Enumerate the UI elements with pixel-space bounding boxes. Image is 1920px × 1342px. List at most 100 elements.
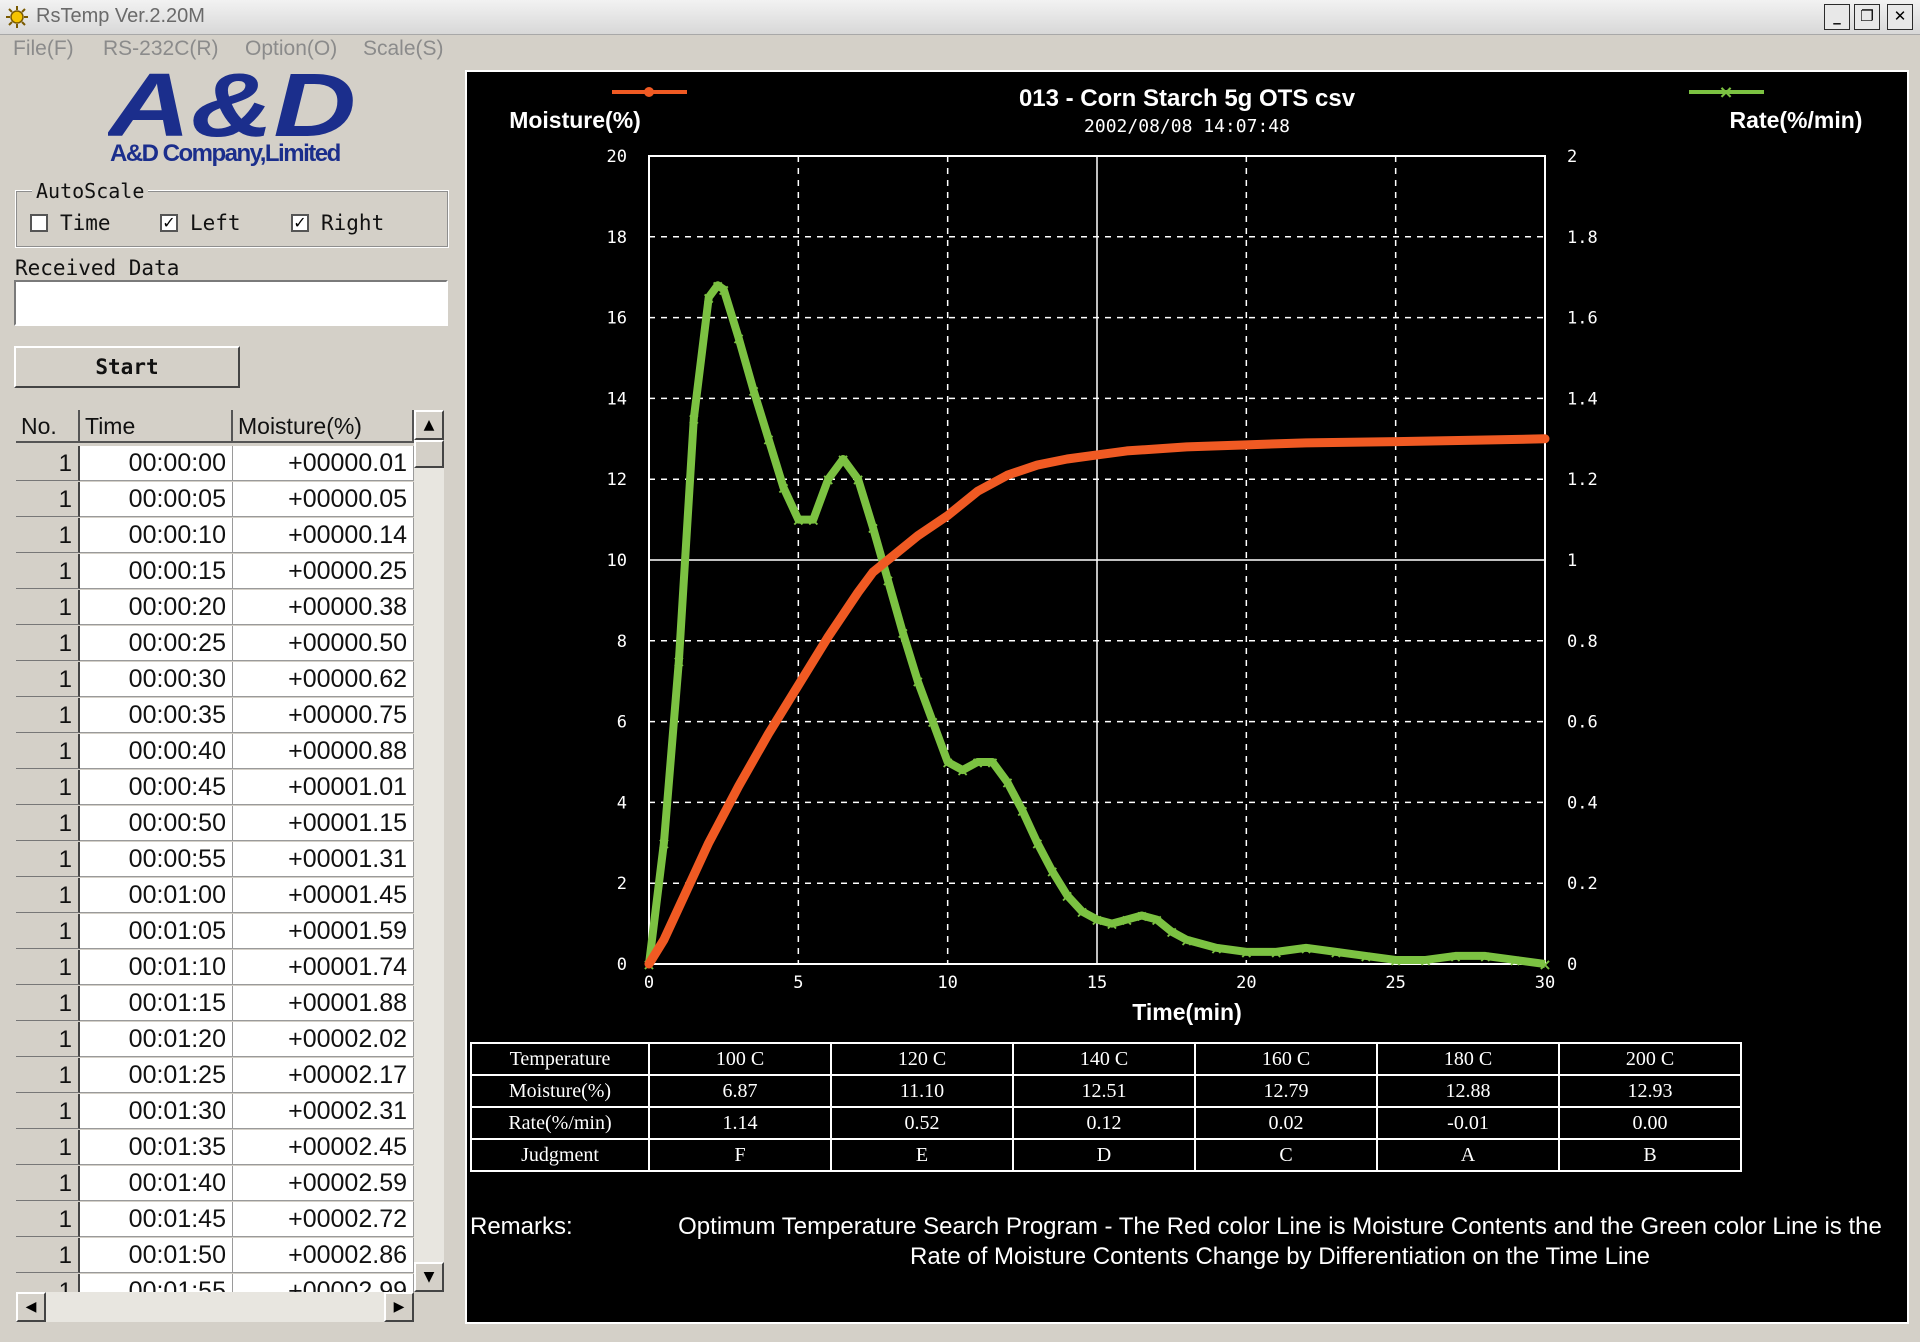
row-number-cell[interactable]: 1 xyxy=(16,554,80,589)
start-button[interactable]: Start xyxy=(14,346,240,388)
row-number-cell[interactable]: 1 xyxy=(16,734,80,769)
time-cell[interactable]: 00:00:45 xyxy=(80,770,233,805)
table-row[interactable]: 1 00:01:10 +00001.74 xyxy=(16,950,414,986)
time-cell[interactable]: 00:01:15 xyxy=(80,986,233,1021)
moisture-cell[interactable]: +00001.15 xyxy=(233,806,414,841)
moisture-cell[interactable]: +00000.05 xyxy=(233,482,414,517)
scroll-down-arrow-icon[interactable]: ▼ xyxy=(414,1262,444,1292)
table-row[interactable]: 1 00:00:45 +00001.01 xyxy=(16,770,414,806)
row-number-cell[interactable]: 1 xyxy=(16,1202,80,1237)
table-row[interactable]: 1 00:01:05 +00001.59 xyxy=(16,914,414,950)
horizontal-scrollbar[interactable]: ◀ ▶ xyxy=(16,1292,414,1322)
time-cell[interactable]: 00:00:30 xyxy=(80,662,233,697)
time-cell[interactable]: 00:01:10 xyxy=(80,950,233,985)
time-cell[interactable]: 00:01:00 xyxy=(80,878,233,913)
moisture-cell[interactable]: +00000.50 xyxy=(233,626,414,661)
column-header-moisture[interactable]: Moisture(%) xyxy=(233,410,414,443)
moisture-cell[interactable]: +00000.75 xyxy=(233,698,414,733)
moisture-cell[interactable]: +00002.02 xyxy=(233,1022,414,1057)
row-number-cell[interactable]: 1 xyxy=(16,482,80,517)
row-number-cell[interactable]: 1 xyxy=(16,1094,80,1129)
row-number-cell[interactable]: 1 xyxy=(16,698,80,733)
time-cell[interactable]: 00:00:35 xyxy=(80,698,233,733)
column-header-no[interactable]: No. xyxy=(16,410,80,443)
table-row[interactable]: 1 00:01:00 +00001.45 xyxy=(16,878,414,914)
row-number-cell[interactable]: 1 xyxy=(16,1058,80,1093)
table-row[interactable]: 1 00:01:40 +00002.59 xyxy=(16,1166,414,1202)
restore-button[interactable]: ❐ xyxy=(1854,4,1880,30)
close-button[interactable]: ✕ xyxy=(1887,4,1913,30)
table-row[interactable]: 1 00:01:20 +00002.02 xyxy=(16,1022,414,1058)
scroll-left-arrow-icon[interactable]: ◀ xyxy=(16,1292,46,1322)
moisture-cell[interactable]: +00000.88 xyxy=(233,734,414,769)
time-cell[interactable]: 00:01:40 xyxy=(80,1166,233,1201)
row-number-cell[interactable]: 1 xyxy=(16,518,80,553)
moisture-cell[interactable]: +00001.88 xyxy=(233,986,414,1021)
vertical-scrollbar[interactable]: ▲ ▼ xyxy=(414,410,444,1292)
autoscale-right-checkbox[interactable]: ✓ Right xyxy=(291,211,384,235)
received-data-field[interactable] xyxy=(14,280,448,326)
time-cell[interactable]: 00:00:15 xyxy=(80,554,233,589)
table-row[interactable]: 1 00:00:25 +00000.50 xyxy=(16,626,414,662)
moisture-cell[interactable]: +00002.17 xyxy=(233,1058,414,1093)
time-cell[interactable]: 00:01:35 xyxy=(80,1130,233,1165)
column-header-time[interactable]: Time xyxy=(80,410,233,443)
time-cell[interactable]: 00:01:45 xyxy=(80,1202,233,1237)
row-number-cell[interactable]: 1 xyxy=(16,590,80,625)
checkmark-icon[interactable]: ✓ xyxy=(291,214,309,232)
moisture-cell[interactable]: +00000.62 xyxy=(233,662,414,697)
table-row[interactable]: 1 00:00:10 +00000.14 xyxy=(16,518,414,554)
row-number-cell[interactable]: 1 xyxy=(16,806,80,841)
row-number-cell[interactable]: 1 xyxy=(16,878,80,913)
row-number-cell[interactable]: 1 xyxy=(16,950,80,985)
moisture-cell[interactable]: +00001.74 xyxy=(233,950,414,985)
checkbox-unchecked-icon[interactable] xyxy=(30,214,48,232)
row-number-cell[interactable]: 1 xyxy=(16,842,80,877)
moisture-cell[interactable]: +00002.72 xyxy=(233,1202,414,1237)
table-row[interactable]: 1 00:00:35 +00000.75 xyxy=(16,698,414,734)
menu-option[interactable]: Option(O) xyxy=(245,37,338,60)
table-row[interactable]: 1 00:00:05 +00000.05 xyxy=(16,482,414,518)
table-row[interactable]: 1 00:00:55 +00001.31 xyxy=(16,842,414,878)
table-row[interactable]: 1 00:00:50 +00001.15 xyxy=(16,806,414,842)
table-row[interactable]: 1 00:01:35 +00002.45 xyxy=(16,1130,414,1166)
time-cell[interactable]: 00:01:20 xyxy=(80,1022,233,1057)
menu-file[interactable]: File(F) xyxy=(13,37,74,60)
row-number-cell[interactable]: 1 xyxy=(16,1022,80,1057)
time-cell[interactable]: 00:00:40 xyxy=(80,734,233,769)
time-cell[interactable]: 00:00:00 xyxy=(80,446,233,481)
moisture-cell[interactable]: +00001.01 xyxy=(233,770,414,805)
time-cell[interactable]: 00:01:25 xyxy=(80,1058,233,1093)
table-row[interactable]: 1 00:01:15 +00001.88 xyxy=(16,986,414,1022)
moisture-cell[interactable]: +00001.59 xyxy=(233,914,414,949)
moisture-cell[interactable]: +00001.31 xyxy=(233,842,414,877)
row-number-cell[interactable]: 1 xyxy=(16,1166,80,1201)
time-cell[interactable]: 00:00:50 xyxy=(80,806,233,841)
moisture-cell[interactable]: +00001.45 xyxy=(233,878,414,913)
time-cell[interactable]: 00:01:05 xyxy=(80,914,233,949)
moisture-cell[interactable]: +00002.99 xyxy=(233,1274,414,1292)
moisture-cell[interactable]: +00000.01 xyxy=(233,446,414,481)
table-row[interactable]: 1 00:01:45 +00002.72 xyxy=(16,1202,414,1238)
autoscale-left-checkbox[interactable]: ✓ Left xyxy=(160,211,241,235)
scroll-thumb[interactable] xyxy=(414,440,444,468)
row-number-cell[interactable]: 1 xyxy=(16,1130,80,1165)
time-cell[interactable]: 00:01:55 xyxy=(80,1274,233,1292)
moisture-cell[interactable]: +00002.59 xyxy=(233,1166,414,1201)
table-row[interactable]: 1 00:00:30 +00000.62 xyxy=(16,662,414,698)
scroll-up-arrow-icon[interactable]: ▲ xyxy=(414,410,444,440)
moisture-cell[interactable]: +00002.86 xyxy=(233,1238,414,1273)
time-cell[interactable]: 00:00:10 xyxy=(80,518,233,553)
table-row[interactable]: 1 00:01:55 +00002.99 xyxy=(16,1274,414,1292)
time-cell[interactable]: 00:00:55 xyxy=(80,842,233,877)
row-number-cell[interactable]: 1 xyxy=(16,446,80,481)
moisture-cell[interactable]: +00000.38 xyxy=(233,590,414,625)
menu-scale[interactable]: Scale(S) xyxy=(363,37,444,60)
menu-rs232c[interactable]: RS-232C(R) xyxy=(103,37,219,60)
moisture-cell[interactable]: +00000.14 xyxy=(233,518,414,553)
time-cell[interactable]: 00:00:20 xyxy=(80,590,233,625)
row-number-cell[interactable]: 1 xyxy=(16,1274,80,1292)
row-number-cell[interactable]: 1 xyxy=(16,770,80,805)
moisture-cell[interactable]: +00002.31 xyxy=(233,1094,414,1129)
moisture-cell[interactable]: +00000.25 xyxy=(233,554,414,589)
